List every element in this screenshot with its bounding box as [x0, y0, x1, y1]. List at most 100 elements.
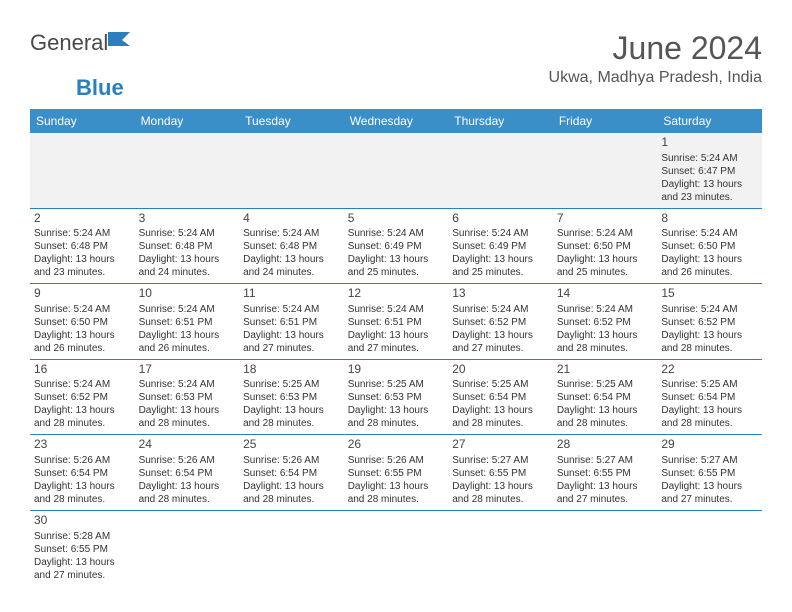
calendar-cell: 13Sunrise: 5:24 AMSunset: 6:52 PMDayligh… — [448, 284, 553, 360]
daylight-line: Daylight: 13 hours — [139, 404, 236, 417]
sunrise-line: Sunrise: 5:27 AM — [557, 454, 654, 467]
day-number: 28 — [557, 437, 654, 453]
daylight-line: Daylight: 13 hours — [661, 480, 758, 493]
day-number: 10 — [139, 286, 236, 302]
day-header: Tuesday — [239, 109, 344, 133]
calendar-cell: 5Sunrise: 5:24 AMSunset: 6:49 PMDaylight… — [344, 208, 449, 284]
sunrise-line: Sunrise: 5:24 AM — [139, 227, 236, 240]
daylight-line: and 28 minutes. — [557, 417, 654, 430]
calendar-week: 23Sunrise: 5:26 AMSunset: 6:54 PMDayligh… — [30, 435, 762, 511]
calendar-cell: 29Sunrise: 5:27 AMSunset: 6:55 PMDayligh… — [657, 435, 762, 511]
sunset-line: Sunset: 6:55 PM — [34, 543, 131, 556]
sunrise-line: Sunrise: 5:28 AM — [34, 530, 131, 543]
day-number: 14 — [557, 286, 654, 302]
calendar-cell: 8Sunrise: 5:24 AMSunset: 6:50 PMDaylight… — [657, 208, 762, 284]
daylight-line: Daylight: 13 hours — [661, 253, 758, 266]
calendar-cell: 10Sunrise: 5:24 AMSunset: 6:51 PMDayligh… — [135, 284, 240, 360]
sunrise-line: Sunrise: 5:25 AM — [348, 378, 445, 391]
sunrise-line: Sunrise: 5:24 AM — [243, 227, 340, 240]
sunrise-line: Sunrise: 5:26 AM — [348, 454, 445, 467]
sunrise-line: Sunrise: 5:24 AM — [34, 378, 131, 391]
day-number: 18 — [243, 362, 340, 378]
calendar-cell — [448, 510, 553, 585]
calendar-cell — [239, 133, 344, 208]
daylight-line: and 28 minutes. — [661, 342, 758, 355]
sunrise-line: Sunrise: 5:27 AM — [452, 454, 549, 467]
calendar-cell — [344, 133, 449, 208]
daylight-line: and 26 minutes. — [34, 342, 131, 355]
day-number: 25 — [243, 437, 340, 453]
daylight-line: and 27 minutes. — [557, 493, 654, 506]
title-block: June 2024 Ukwa, Madhya Pradesh, India — [549, 30, 762, 87]
calendar-cell: 1Sunrise: 5:24 AMSunset: 6:47 PMDaylight… — [657, 133, 762, 208]
sunrise-line: Sunrise: 5:24 AM — [661, 227, 758, 240]
daylight-line: Daylight: 13 hours — [661, 329, 758, 342]
daylight-line: Daylight: 13 hours — [348, 404, 445, 417]
sunset-line: Sunset: 6:49 PM — [452, 240, 549, 253]
sunset-line: Sunset: 6:48 PM — [139, 240, 236, 253]
calendar-cell: 23Sunrise: 5:26 AMSunset: 6:54 PMDayligh… — [30, 435, 135, 511]
calendar-cell: 22Sunrise: 5:25 AMSunset: 6:54 PMDayligh… — [657, 359, 762, 435]
daylight-line: and 27 minutes. — [34, 569, 131, 582]
sunset-line: Sunset: 6:51 PM — [348, 316, 445, 329]
sunrise-line: Sunrise: 5:24 AM — [557, 303, 654, 316]
day-number: 19 — [348, 362, 445, 378]
daylight-line: Daylight: 13 hours — [452, 253, 549, 266]
day-number: 29 — [661, 437, 758, 453]
day-number: 15 — [661, 286, 758, 302]
day-number: 11 — [243, 286, 340, 302]
daylight-line: Daylight: 13 hours — [348, 329, 445, 342]
day-number: 16 — [34, 362, 131, 378]
daylight-line: Daylight: 13 hours — [348, 253, 445, 266]
sunset-line: Sunset: 6:52 PM — [557, 316, 654, 329]
daylight-line: and 28 minutes. — [139, 493, 236, 506]
daylight-line: Daylight: 13 hours — [557, 253, 654, 266]
logo-text-2: Blue — [76, 75, 124, 100]
calendar-cell — [135, 133, 240, 208]
day-header: Thursday — [448, 109, 553, 133]
calendar-cell: 30Sunrise: 5:28 AMSunset: 6:55 PMDayligh… — [30, 510, 135, 585]
sunset-line: Sunset: 6:54 PM — [243, 467, 340, 480]
sunset-line: Sunset: 6:51 PM — [243, 316, 340, 329]
daylight-line: Daylight: 13 hours — [243, 329, 340, 342]
calendar-cell: 2Sunrise: 5:24 AMSunset: 6:48 PMDaylight… — [30, 208, 135, 284]
daylight-line: and 27 minutes. — [661, 493, 758, 506]
calendar-cell: 27Sunrise: 5:27 AMSunset: 6:55 PMDayligh… — [448, 435, 553, 511]
day-number: 6 — [452, 211, 549, 227]
calendar-week: 30Sunrise: 5:28 AMSunset: 6:55 PMDayligh… — [30, 510, 762, 585]
daylight-line: Daylight: 13 hours — [661, 178, 758, 191]
sunrise-line: Sunrise: 5:24 AM — [348, 303, 445, 316]
calendar-cell — [239, 510, 344, 585]
day-number: 1 — [661, 135, 758, 151]
day-number: 9 — [34, 286, 131, 302]
daylight-line: and 23 minutes. — [34, 266, 131, 279]
calendar-week: 16Sunrise: 5:24 AMSunset: 6:52 PMDayligh… — [30, 359, 762, 435]
day-number: 13 — [452, 286, 549, 302]
sunrise-line: Sunrise: 5:27 AM — [661, 454, 758, 467]
daylight-line: and 25 minutes. — [557, 266, 654, 279]
calendar-cell — [448, 133, 553, 208]
calendar-cell: 7Sunrise: 5:24 AMSunset: 6:50 PMDaylight… — [553, 208, 658, 284]
month-title: June 2024 — [549, 30, 762, 67]
location: Ukwa, Madhya Pradesh, India — [549, 69, 762, 87]
day-number: 7 — [557, 211, 654, 227]
daylight-line: and 28 minutes. — [243, 417, 340, 430]
day-number: 5 — [348, 211, 445, 227]
logo: General — [30, 30, 134, 56]
daylight-line: and 25 minutes. — [348, 266, 445, 279]
daylight-line: and 27 minutes. — [243, 342, 340, 355]
sunrise-line: Sunrise: 5:24 AM — [139, 378, 236, 391]
sunrise-line: Sunrise: 5:25 AM — [243, 378, 340, 391]
sunrise-line: Sunrise: 5:24 AM — [452, 303, 549, 316]
day-number: 27 — [452, 437, 549, 453]
daylight-line: and 27 minutes. — [452, 342, 549, 355]
daylight-line: and 28 minutes. — [243, 493, 340, 506]
sunset-line: Sunset: 6:54 PM — [661, 391, 758, 404]
calendar-cell: 25Sunrise: 5:26 AMSunset: 6:54 PMDayligh… — [239, 435, 344, 511]
sunset-line: Sunset: 6:48 PM — [34, 240, 131, 253]
calendar-table: Sunday Monday Tuesday Wednesday Thursday… — [30, 109, 762, 586]
calendar-cell: 6Sunrise: 5:24 AMSunset: 6:49 PMDaylight… — [448, 208, 553, 284]
daylight-line: and 28 minutes. — [452, 493, 549, 506]
sunset-line: Sunset: 6:51 PM — [139, 316, 236, 329]
daylight-line: Daylight: 13 hours — [243, 480, 340, 493]
